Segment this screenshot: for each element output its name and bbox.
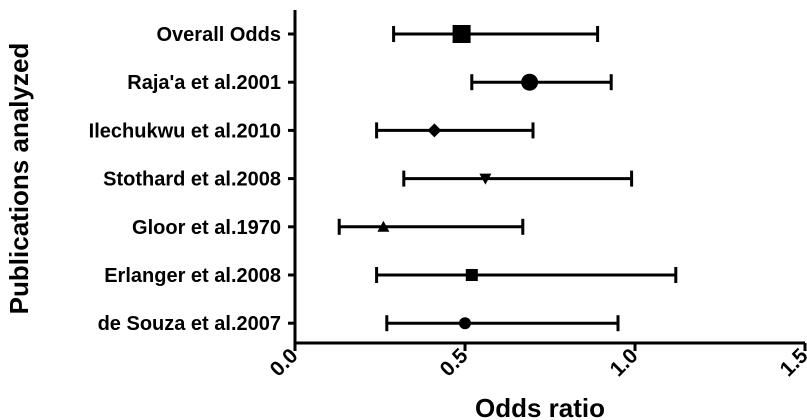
forest-row: Gloor et al.1970 xyxy=(132,217,525,239)
rows-layer: Overall Odds Raja'a et al.2001 Ilechukwu e… xyxy=(89,24,678,335)
point-estimate-marker xyxy=(521,73,539,91)
point-estimate-marker xyxy=(377,220,390,232)
x-ticks: 0.0 0.5 1.0 1.5 xyxy=(266,343,807,381)
forest-row: Erlanger et al.2008 xyxy=(104,265,678,287)
x-tick-label: 1.5 xyxy=(776,344,807,381)
forest-row: Raja'a et al.2001 xyxy=(127,72,613,94)
point-estimate-marker xyxy=(479,173,492,185)
x-tick-label: 1.0 xyxy=(606,344,643,381)
forest-row: Overall Odds xyxy=(157,24,600,46)
row-label: Erlanger et al.2008 xyxy=(104,265,281,287)
x-axis-title: Odds ratio xyxy=(475,393,605,420)
row-label: de Souza et al.2007 xyxy=(98,313,281,335)
point-estimate-marker xyxy=(427,123,442,138)
point-estimate-marker xyxy=(452,25,471,43)
x-tick-label: 0.5 xyxy=(436,344,473,381)
forest-row: Stothard et al.2008 xyxy=(103,169,634,191)
row-label: Overall Odds xyxy=(157,24,282,46)
forest-row: Ilechukwu et al.2010 xyxy=(89,120,535,142)
row-label: Gloor et al.1970 xyxy=(132,217,281,239)
row-label: Stothard et al.2008 xyxy=(103,169,281,191)
point-estimate-marker xyxy=(465,269,478,281)
y-axis-title: Publications analyzed xyxy=(4,43,34,315)
forest-row: de Souza et al.2007 xyxy=(98,313,620,335)
row-label: Raja'a et al.2001 xyxy=(127,72,281,94)
point-estimate-marker xyxy=(459,317,471,330)
row-label: Ilechukwu et al.2010 xyxy=(89,120,281,142)
x-tick-label: 0.0 xyxy=(266,344,303,381)
